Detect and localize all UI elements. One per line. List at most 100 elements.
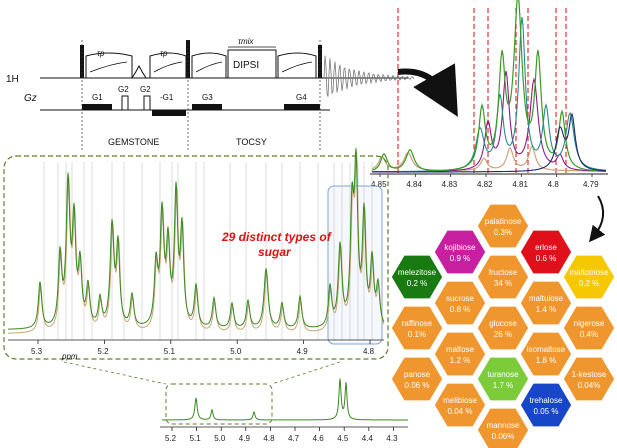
sugar-hexagon: panose 0.06 % — [390, 356, 444, 402]
gradient-g2-b — [143, 95, 151, 111]
gradient-g3 — [192, 104, 222, 110]
bottom-tick-label: 4.9 — [239, 434, 251, 443]
zoom-tick-label: 4.84 — [406, 180, 422, 189]
sugar-percentage: 0.06 % — [405, 381, 430, 390]
bottom-tick-label: 4.5 — [337, 434, 349, 443]
main-trace-green — [7, 148, 385, 330]
gradient-neg-g1-label: -G1 — [160, 93, 174, 102]
sugar-name: 1-kestose — [572, 370, 607, 379]
hexagon-shape — [390, 356, 444, 402]
main-tick-label: 5.3 — [31, 347, 43, 356]
sugar-name: erlose — [535, 243, 557, 252]
annotation-line-1: 29 distinct types of — [221, 230, 332, 244]
sugar-percentage: 1.8 % — [536, 356, 556, 365]
hexagon-shape — [476, 203, 530, 249]
zoom-tick-label: 4.79 — [583, 180, 599, 189]
bottom-tick-label: 4.3 — [386, 434, 398, 443]
hexagon-shape — [476, 407, 530, 448]
gradient-g3-label: G3 — [202, 93, 213, 102]
bottom-tick-label: 4.4 — [362, 434, 374, 443]
sugar-name: maltotriose — [569, 268, 609, 277]
tocsy-label: TOCSY — [236, 137, 267, 147]
sugar-name: maltose — [446, 345, 475, 354]
gradient-g1 — [82, 104, 112, 110]
sugar-hexagon: maltose 1.2 % — [433, 331, 487, 377]
sugar-name: nigerose — [574, 319, 605, 328]
sugar-percentage: 1.7 % — [493, 381, 513, 390]
annotation-line-2: sugar — [258, 245, 292, 259]
sugar-name: melibiose — [443, 396, 477, 405]
bottom-tick-label: 5.0 — [214, 434, 226, 443]
h-channel-label: 1H — [6, 74, 19, 85]
sugar-percentage: 0.2 % — [579, 279, 599, 288]
main-tick-label: 5.0 — [230, 347, 242, 356]
sugar-name: turanose — [487, 370, 519, 379]
hexagon-shape — [519, 280, 573, 326]
pulse-sequence: 1H Gz τp τp DIPSI τmix — [6, 37, 415, 150]
gradient-neg-g1 — [152, 110, 186, 116]
tau-label-2: τp — [160, 49, 168, 58]
selective-pulse-1 — [85, 52, 133, 78]
tau-mix-label: τmix — [238, 37, 254, 46]
sugar-hexagon-grid: palatinose 0.3% kojibiose 0.9 % erlose 0.6 % m… — [390, 203, 616, 448]
sugar-hexagon: erlose 0.6 % — [519, 229, 573, 275]
selective-pulse-4 — [277, 52, 317, 78]
hexagon-shape — [476, 356, 530, 402]
sugar-name: sucrose — [446, 294, 475, 303]
selective-pulse-2 — [149, 52, 187, 78]
main-spectrum: 5.3 5.2 5.1 5.0 4.9 4.8 ppm 29 distinct types… — [3, 148, 389, 361]
selective-pulse-3 — [191, 52, 227, 78]
sugar-percentage: 0.2 % — [407, 279, 427, 288]
gradient-g2-a — [121, 95, 129, 111]
sugar-name: fructose — [489, 268, 518, 277]
bottom-tick-label: 4.6 — [313, 434, 325, 443]
sugar-percentage: 0.04% — [578, 381, 601, 390]
sugar-name: palatinose — [485, 217, 522, 226]
sugar-percentage: 0.06% — [492, 432, 515, 441]
sugar-name: panose — [404, 370, 431, 379]
sugar-hexagon: kojibiose 0.9 % — [433, 229, 487, 275]
sugar-hexagon: melibiose 0.04 % — [433, 382, 487, 428]
main-spectrum-frame — [3, 155, 389, 360]
zoom-tick-label: 4.82 — [477, 180, 493, 189]
zoom-spectrum: 4.85 4.84 4.83 4.82 4.81 4.8 4.79 — [370, 0, 608, 189]
zoom-tick-label: 4.81 — [512, 180, 528, 189]
sugar-percentage: 0.04 % — [448, 407, 473, 416]
sugar-hexagon: 1-kestose 0.04% — [562, 356, 616, 402]
zoom-trace-teal — [372, 16, 607, 173]
sugar-percentage: 1.4 % — [536, 305, 556, 314]
sugar-percentage: 0.4% — [580, 330, 598, 339]
gemstone-label: GEMSTONE — [108, 137, 159, 147]
hexagon-shape — [433, 280, 487, 326]
curved-arrow-to-hexagons — [589, 195, 606, 243]
sugar-percentage: 0.6 % — [536, 254, 556, 263]
sugar-percentage: 0.1% — [408, 330, 426, 339]
ppm-label: ppm — [61, 352, 78, 361]
sugar-hexagon: glucose 26 % — [476, 305, 530, 351]
hexagon-shape — [519, 382, 573, 428]
tau-label-1: τp — [97, 49, 105, 58]
hexagon-shape — [433, 331, 487, 377]
zoom-trace-tan — [371, 145, 606, 172]
bottom-tick-label: 5.1 — [190, 434, 202, 443]
hexagon-shape — [390, 305, 444, 351]
hexagon-shape — [562, 305, 616, 351]
sugar-name: isomaltose — [527, 345, 566, 354]
bottom-tick-label: 4.7 — [288, 434, 300, 443]
dipsi-label: DIPSI — [233, 60, 259, 71]
gradient-g4-label: G4 — [296, 93, 307, 102]
hexagon-shape — [433, 229, 487, 275]
sinc-pulse — [131, 64, 147, 79]
main-tick-label: 4.8 — [363, 347, 375, 356]
sugar-percentage: 0.05 % — [534, 407, 559, 416]
gradient-g4 — [284, 104, 320, 110]
zoom-tick-label: 4.8 — [548, 180, 560, 189]
bottom-spectrum: 5.2 5.1 5.0 4.9 4.8 4.7 4.6 4.5 4.4 4.3 — [160, 378, 408, 443]
bottom-tick-label: 5.2 — [165, 434, 177, 443]
hexagon-shape — [519, 229, 573, 275]
zoom-tick-label: 4.83 — [442, 180, 458, 189]
dipsi-block — [227, 49, 277, 79]
zoom-tick-label: 4.85 — [371, 180, 387, 189]
fid-signal — [323, 55, 415, 97]
